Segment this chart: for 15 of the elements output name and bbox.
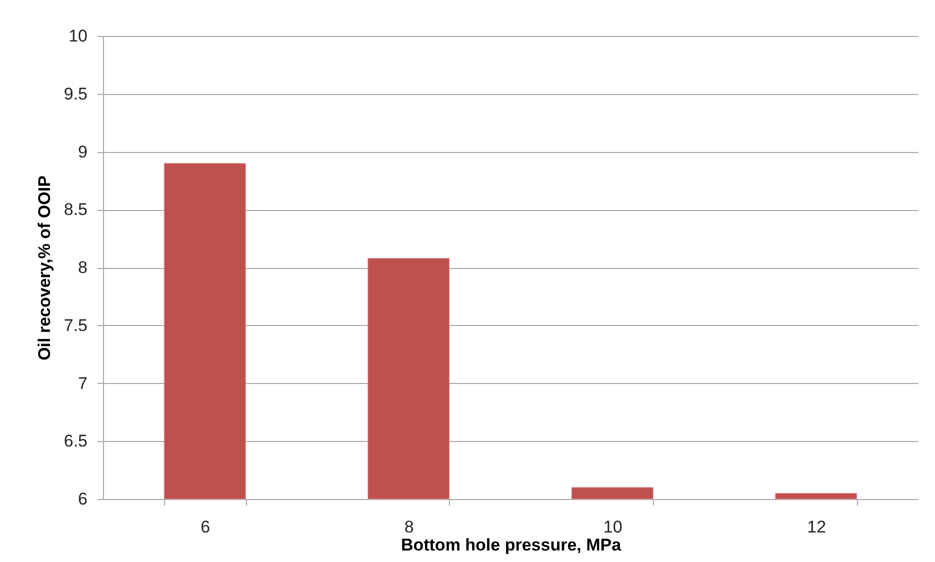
y-tick-label: 8.5 bbox=[64, 200, 88, 220]
y-tick-label: 9 bbox=[78, 142, 88, 162]
y-tick-label: 10 bbox=[68, 26, 88, 46]
x-tick-label: 10 bbox=[603, 518, 622, 536]
y-tick-label: 6 bbox=[78, 490, 88, 508]
y-tick-label: 9.5 bbox=[64, 84, 88, 104]
y-tick-label: 7.5 bbox=[64, 316, 88, 335]
x-tick-label: 8 bbox=[404, 518, 414, 536]
y-axis-title: Oil recovery,% of OOIP bbox=[34, 176, 54, 360]
y-tick-label: 6.5 bbox=[64, 432, 88, 451]
x-axis-title: Bottom hole pressure, MPa bbox=[400, 536, 622, 554]
y-tick-label: 7 bbox=[78, 374, 88, 393]
y-tick-label: 8 bbox=[78, 258, 88, 277]
x-tick-label: 12 bbox=[807, 518, 826, 536]
x-tick-label: 6 bbox=[200, 518, 210, 536]
